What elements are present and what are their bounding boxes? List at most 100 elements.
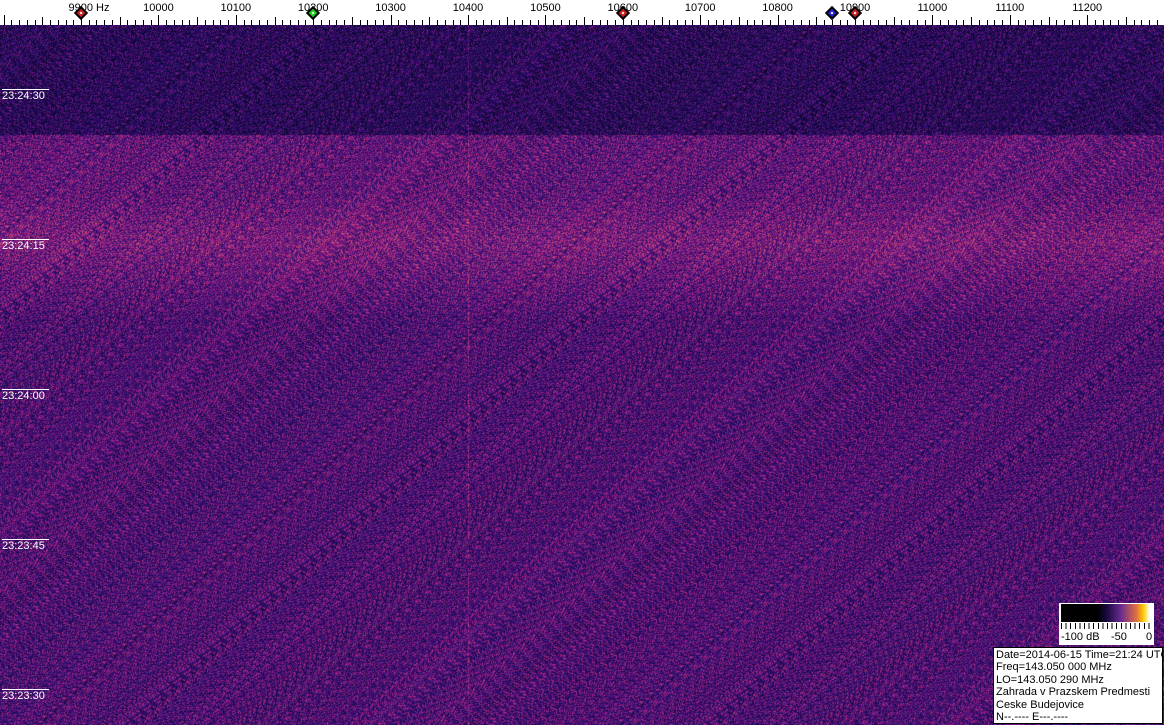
frequency-tick	[174, 20, 175, 25]
frequency-label: 10500	[530, 2, 561, 14]
time-label: 23:24:30	[2, 89, 49, 102]
frequency-tick	[832, 20, 833, 25]
frequency-label: 10100	[220, 2, 252, 14]
frequency-tick	[863, 20, 864, 25]
frequency-tick	[468, 15, 469, 25]
frequency-tick	[96, 20, 97, 25]
info-city: Ceske Budejovice	[996, 698, 1085, 711]
frequency-tick	[104, 20, 105, 25]
frequency-tick	[1064, 20, 1065, 25]
frequency-tick	[391, 15, 392, 25]
frequency-tick	[205, 20, 206, 25]
frequency-tick	[483, 20, 484, 25]
frequency-tick	[1010, 15, 1011, 25]
frequency-label: 11000	[917, 2, 948, 14]
frequency-tick	[220, 20, 221, 25]
frequency-tick	[1118, 20, 1119, 25]
frequency-tick	[414, 20, 415, 25]
frequency-tick	[228, 20, 229, 25]
frequency-tick	[398, 20, 399, 25]
frequency-axis[interactable]: 9900 Hz 10000101001020010300104001050010…	[0, 0, 1164, 25]
frequency-tick	[259, 20, 260, 25]
frequency-tick	[112, 20, 113, 25]
frequency-tick	[1103, 20, 1104, 25]
frequency-tick	[135, 20, 136, 25]
frequency-tick	[739, 17, 740, 25]
time-label: 23:24:15	[2, 239, 49, 252]
frequency-tick	[855, 15, 856, 25]
frequency-tick	[197, 17, 198, 25]
frequency-tick	[963, 20, 964, 25]
frequency-tick	[127, 20, 128, 25]
frequency-tick	[716, 20, 717, 25]
frequency-tick	[870, 20, 871, 25]
frequency-tick	[158, 15, 159, 25]
frequency-tick	[793, 20, 794, 25]
frequency-tick	[638, 20, 639, 25]
frequency-tick	[313, 15, 314, 25]
frequency-label: 10300	[375, 2, 406, 14]
frequency-tick	[58, 20, 59, 25]
info-lo: LO=143.050 290 MHz	[996, 673, 1104, 686]
frequency-tick	[1041, 20, 1042, 25]
frequency-tick	[894, 17, 895, 25]
frequency-tick	[1072, 20, 1073, 25]
frequency-tick	[553, 20, 554, 25]
frequency-tick	[1018, 20, 1019, 25]
frequency-tick	[987, 20, 988, 25]
frequency-tick	[615, 20, 616, 25]
frequency-tick	[182, 20, 183, 25]
frequency-tick	[662, 17, 663, 25]
frequency-tick	[11, 20, 12, 25]
station-info-box: Date=2014-06-15 Time=21:24 UTC Freq=143.…	[993, 647, 1164, 724]
waterfall-spectrogram[interactable]	[0, 25, 1164, 725]
frequency-label: 10700	[684, 2, 716, 14]
frequency-tick	[422, 20, 423, 25]
frequency-tick	[700, 15, 701, 25]
frequency-marker-icon[interactable]	[824, 5, 839, 21]
frequency-tick	[530, 20, 531, 25]
frequency-tick	[437, 20, 438, 25]
frequency-tick	[584, 17, 585, 25]
frequency-tick	[143, 20, 144, 25]
frequency-tick	[545, 15, 546, 25]
frequency-tick	[1149, 20, 1150, 25]
frequency-tick	[932, 15, 933, 25]
frequency-tick	[89, 20, 90, 25]
frequency-tick	[120, 17, 121, 25]
frequency-tick	[754, 20, 755, 25]
frequency-tick	[824, 20, 825, 25]
frequency-tick	[770, 20, 771, 25]
frequency-tick	[600, 20, 601, 25]
frequency-tick	[1033, 20, 1034, 25]
frequency-tick	[282, 20, 283, 25]
frequency-tick	[267, 20, 268, 25]
frequency-tick	[886, 20, 887, 25]
frequency-tick	[305, 20, 306, 25]
colorbar-max-label: 0	[1146, 631, 1153, 643]
frequency-tick	[429, 17, 430, 25]
frequency-tick	[522, 20, 523, 25]
frequency-tick	[344, 20, 345, 25]
frequency-tick	[453, 20, 454, 25]
frequency-tick	[383, 20, 384, 25]
frequency-tick	[213, 20, 214, 25]
info-frequency: Freq=143.050 000 MHz	[996, 661, 1112, 674]
info-date-time: Date=2014-06-15 Time=21:24 UTC	[996, 649, 1164, 661]
frequency-tick	[994, 20, 995, 25]
frequency-tick	[1110, 20, 1111, 25]
frequency-tick	[1049, 17, 1050, 25]
frequency-tick	[569, 20, 570, 25]
frequency-tick	[460, 20, 461, 25]
frequency-tick	[251, 20, 252, 25]
colorbar-min-label: -100 dB	[1061, 631, 1100, 643]
frequency-tick	[631, 20, 632, 25]
colorbar-ticks	[1061, 623, 1153, 629]
frequency-tick	[762, 20, 763, 25]
frequency-tick	[723, 20, 724, 25]
frequency-tick	[1126, 17, 1127, 25]
frequency-tick	[329, 20, 330, 25]
frequency-tick	[1134, 20, 1135, 25]
info-location: Zahrada v Prazskem Predmesti	[996, 686, 1151, 699]
frequency-tick	[336, 20, 337, 25]
